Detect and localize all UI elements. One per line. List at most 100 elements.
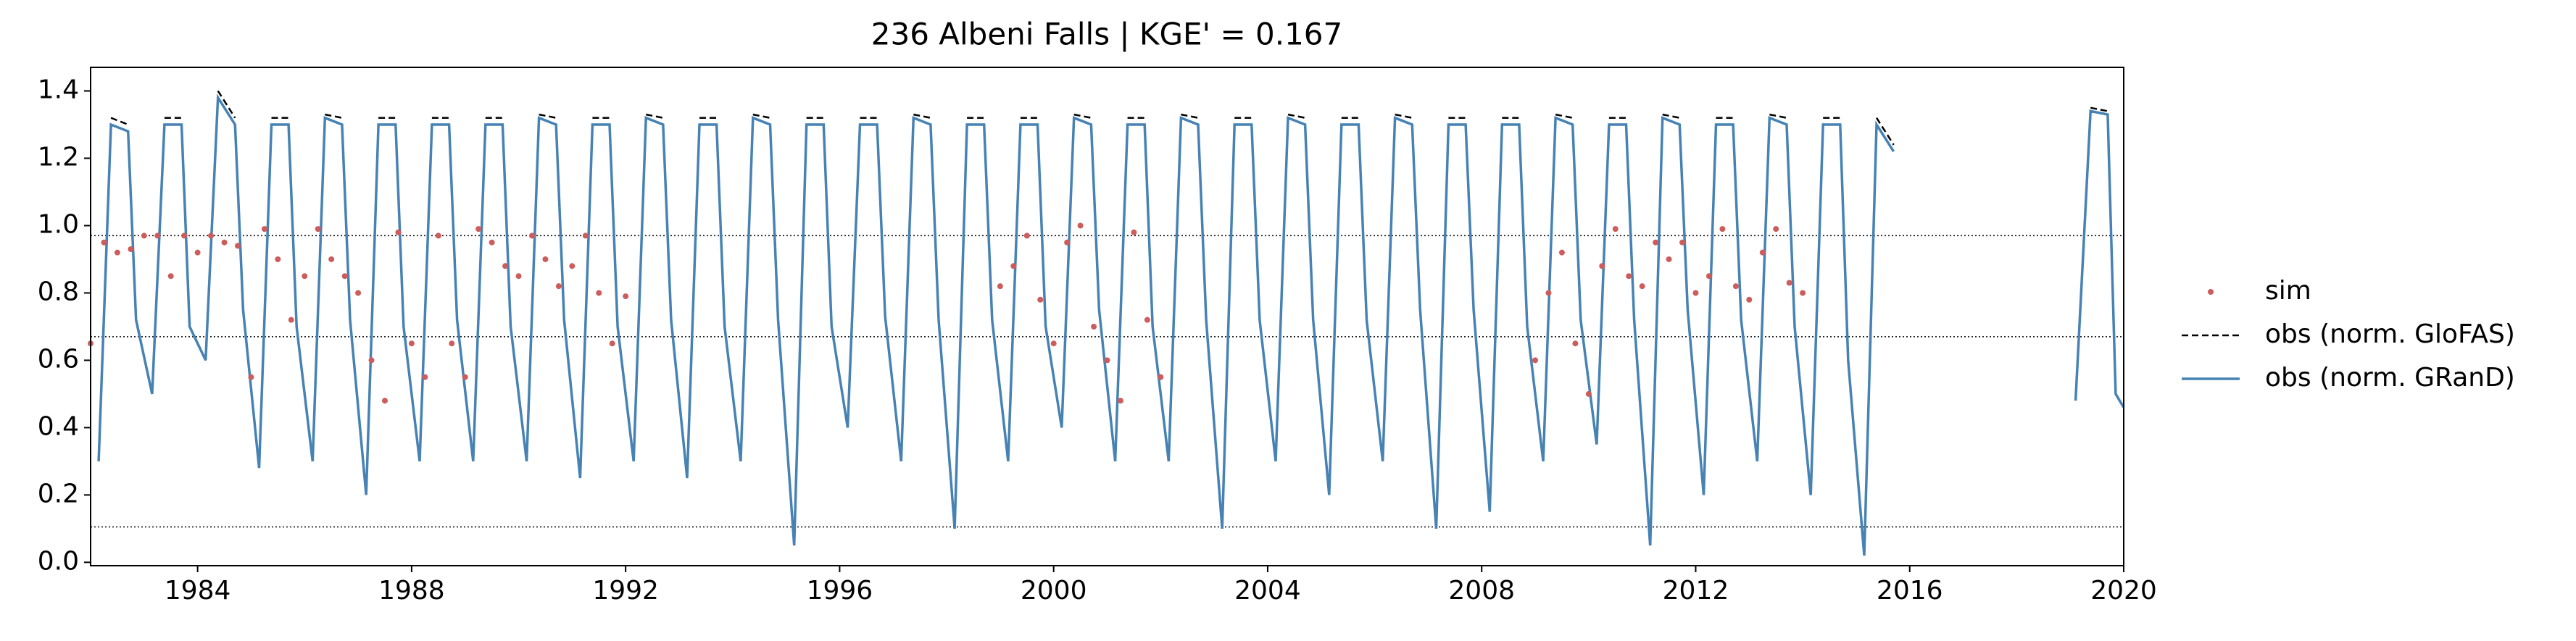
sim-point [462, 374, 468, 380]
y-tick-label: 0.8 [38, 277, 79, 306]
sim-point [1050, 340, 1057, 347]
plot-frame [90, 67, 2124, 566]
x-tick-label: 2008 [1448, 576, 1515, 606]
y-tick-label: 0.0 [38, 546, 79, 576]
sim-point [1786, 280, 1792, 286]
sim-point [609, 340, 615, 347]
sim-point [1091, 323, 1097, 330]
sim-point [355, 290, 362, 296]
y-tick-label: 1.2 [38, 143, 79, 172]
sim-point [288, 317, 294, 323]
sim-point [569, 263, 576, 269]
series-line [110, 90, 2108, 146]
sim-point [154, 232, 161, 239]
sim-point [1572, 340, 1579, 347]
sim-point [1773, 226, 1779, 232]
sim-point [1705, 273, 1712, 280]
legend-marker [2208, 289, 2214, 295]
sim-point [1719, 226, 1726, 232]
sim-point [596, 290, 602, 296]
sim-point [1585, 390, 1592, 397]
sim-point [1599, 263, 1605, 269]
sim-point [302, 273, 308, 280]
sim-point [1746, 296, 1753, 303]
sim-point [1626, 273, 1632, 280]
legend-label: sim [2265, 276, 2311, 306]
sim-point [475, 226, 482, 232]
sim-point [502, 263, 509, 269]
sim-point [181, 232, 188, 239]
sim-point [528, 232, 535, 239]
sim-point [128, 246, 134, 253]
sim-point [1158, 374, 1164, 380]
sim-point [1612, 226, 1619, 232]
sim-point [1666, 256, 1672, 262]
sim-point [114, 249, 120, 256]
sim-point [1023, 232, 1030, 239]
sim-point [1131, 229, 1137, 235]
sim-point [1679, 239, 1686, 246]
y-tick-label: 0.4 [38, 411, 79, 441]
x-tick-label: 2020 [2090, 576, 2157, 606]
sim-point [449, 340, 455, 347]
sim-point [1117, 398, 1123, 404]
sim-point [515, 273, 522, 280]
sim-point [167, 273, 174, 280]
y-tick-label: 1.4 [38, 75, 79, 105]
sim-point [997, 283, 1003, 290]
x-tick-label: 1996 [807, 576, 873, 606]
y-tick-label: 0.6 [38, 344, 79, 374]
sim-point [221, 239, 228, 246]
sim-point [1010, 263, 1017, 269]
sim-point [1037, 296, 1044, 303]
chart-title: 236 Albeni Falls | KGE' = 0.167 [871, 17, 1342, 52]
sim-point [208, 232, 215, 239]
sim-point [141, 232, 147, 239]
sim-point [1545, 290, 1552, 296]
x-tick-label: 1992 [592, 576, 659, 606]
y-tick-label: 1.0 [38, 209, 79, 239]
y-tick-label: 0.2 [38, 479, 79, 508]
x-tick-label: 2000 [1021, 576, 1087, 606]
sim-point [422, 374, 428, 380]
sim-point [261, 226, 267, 232]
sim-point [315, 226, 321, 232]
sim-point [341, 273, 348, 280]
x-tick-label: 1988 [378, 576, 445, 606]
sim-point [248, 374, 254, 380]
sim-point [1653, 239, 1659, 246]
sim-point [435, 232, 441, 239]
sim-point [1759, 249, 1766, 256]
sim-point [234, 243, 241, 249]
legend-label: obs (norm. GloFAS) [2265, 319, 2515, 349]
sim-point [368, 357, 375, 364]
sim-point [1064, 239, 1071, 246]
sim-point [1077, 222, 1084, 229]
sim-point [1732, 283, 1739, 290]
sim-point [582, 232, 589, 239]
legend-label: obs (norm. GRanD) [2265, 363, 2515, 393]
sim-point [1639, 283, 1645, 290]
sim-point [381, 398, 388, 404]
sim-point [275, 256, 281, 262]
sim-point [1144, 317, 1150, 323]
sim-point [1692, 290, 1699, 296]
sim-point [395, 229, 402, 235]
sim-point [542, 256, 549, 262]
sim-point [1558, 249, 1565, 256]
x-tick-label: 2016 [1877, 576, 1943, 606]
sim-point [1104, 357, 1110, 364]
sim-point [1800, 290, 1806, 296]
sim-point [101, 239, 107, 246]
x-tick-label: 2004 [1234, 576, 1301, 606]
sim-point [408, 340, 415, 347]
x-tick-label: 1984 [165, 576, 231, 606]
sim-point [1532, 357, 1539, 364]
sim-point [555, 283, 562, 290]
sim-point [489, 239, 495, 246]
series-line [97, 93, 2125, 556]
x-tick-label: 2012 [1663, 576, 1729, 606]
sim-point [623, 293, 629, 300]
sim-point [194, 249, 201, 256]
